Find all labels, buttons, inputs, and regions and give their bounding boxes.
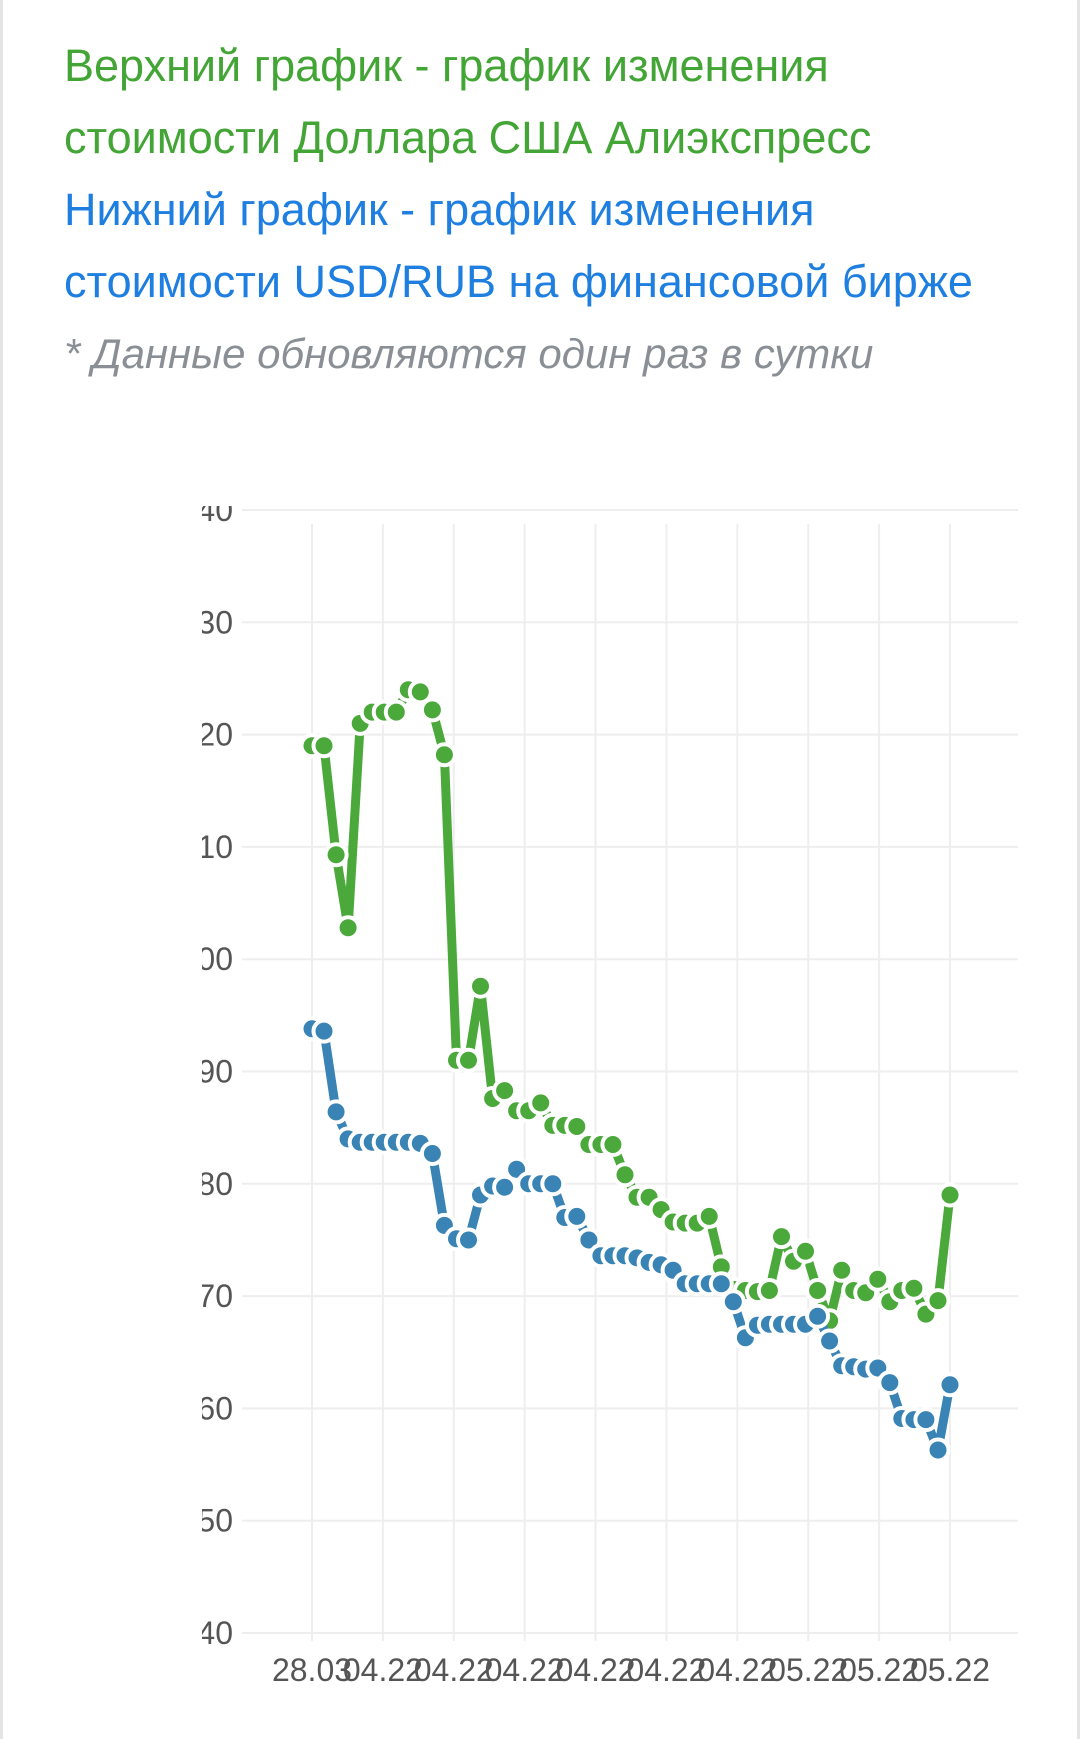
data-point [612, 1162, 638, 1188]
data-point [419, 1141, 445, 1166]
x-tick-label: 05.22 [839, 1652, 919, 1688]
exchange-series [299, 1016, 963, 1463]
data-point [805, 1278, 831, 1303]
data-point [600, 1132, 626, 1157]
data-point [805, 1303, 831, 1329]
x-tick-label: 04.22 [626, 1652, 706, 1688]
data-point [865, 1266, 891, 1292]
data-point [419, 697, 445, 723]
data-point [696, 1203, 722, 1229]
data-point [540, 1171, 566, 1197]
data-point [383, 699, 409, 725]
x-tick-label: 05.22 [768, 1652, 848, 1688]
data-point [817, 1328, 843, 1354]
y-tick-label: 80 [197, 1166, 233, 1202]
y-tick-label: 140 [180, 492, 233, 528]
data-point [492, 1174, 518, 1200]
y-tick-label: 50 [197, 1503, 233, 1539]
data-point [311, 733, 337, 759]
x-tick-label: 04.22 [697, 1652, 777, 1688]
data-point [456, 1047, 481, 1073]
data-point [323, 842, 349, 868]
y-tick-label: 100 [180, 941, 233, 977]
data-point [925, 1288, 951, 1314]
y-axis-labels: 140 130 120 110 100 90 80 70 60 50 40 [180, 492, 233, 1651]
data-point [877, 1370, 903, 1396]
data-point [456, 1227, 481, 1253]
data-point [769, 1224, 794, 1250]
data-point [901, 1275, 927, 1301]
y-tick-label: 70 [197, 1278, 233, 1314]
aliexpress-chart-description: Верхний график - график изменения стоимо… [64, 40, 872, 163]
data-point [937, 1182, 963, 1208]
x-tick-label: 05.22 [910, 1652, 990, 1688]
x-tick-label: 04.22 [556, 1652, 636, 1688]
data-point [925, 1437, 951, 1463]
data-point [528, 1090, 554, 1116]
right-edge [1077, 0, 1080, 1739]
y-tick-label: 110 [182, 829, 233, 865]
data-point [564, 1203, 590, 1229]
x-tick-label: 04.22 [485, 1652, 565, 1688]
x-tick-label: 04.22 [414, 1652, 494, 1688]
data-point [564, 1114, 590, 1139]
y-tick-label: 90 [197, 1054, 233, 1090]
data-point [311, 1018, 337, 1044]
data-point [720, 1289, 746, 1315]
data-point [829, 1257, 855, 1283]
data-point [323, 1099, 349, 1125]
y-tick-label: 120 [180, 717, 233, 753]
data-point [431, 742, 457, 768]
exchange-chart-description: Нижний график - график изменения стоимос… [64, 184, 973, 307]
exchange-series-line [307, 1024, 955, 1455]
data-point [793, 1238, 818, 1264]
data-point [468, 973, 493, 999]
data-point [492, 1078, 518, 1104]
data-point [708, 1271, 734, 1297]
data-point [407, 679, 433, 705]
data-point [913, 1407, 939, 1433]
left-edge [0, 0, 3, 1739]
chart-description: Верхний график - график изменения стоимо… [64, 30, 1024, 390]
y-tick-label: 40 [197, 1615, 233, 1651]
aliexpress-series [299, 677, 963, 1334]
data-point [937, 1372, 963, 1398]
y-tick-label: 130 [180, 604, 233, 640]
y-tick-label: 60 [197, 1390, 233, 1426]
x-tick-label: 04.22 [343, 1652, 423, 1688]
aliexpress-series-line [307, 685, 955, 1326]
data-point [335, 915, 361, 941]
update-note: * Данные обновляются один раз в сутки [64, 330, 874, 377]
data-point [756, 1278, 782, 1303]
grid-lines [242, 509, 1018, 1641]
x-tick-label: 28.03 [272, 1652, 352, 1688]
x-axis-labels: 28.0304.2204.2204.2204.2204.2204.2205.22… [272, 1652, 990, 1688]
